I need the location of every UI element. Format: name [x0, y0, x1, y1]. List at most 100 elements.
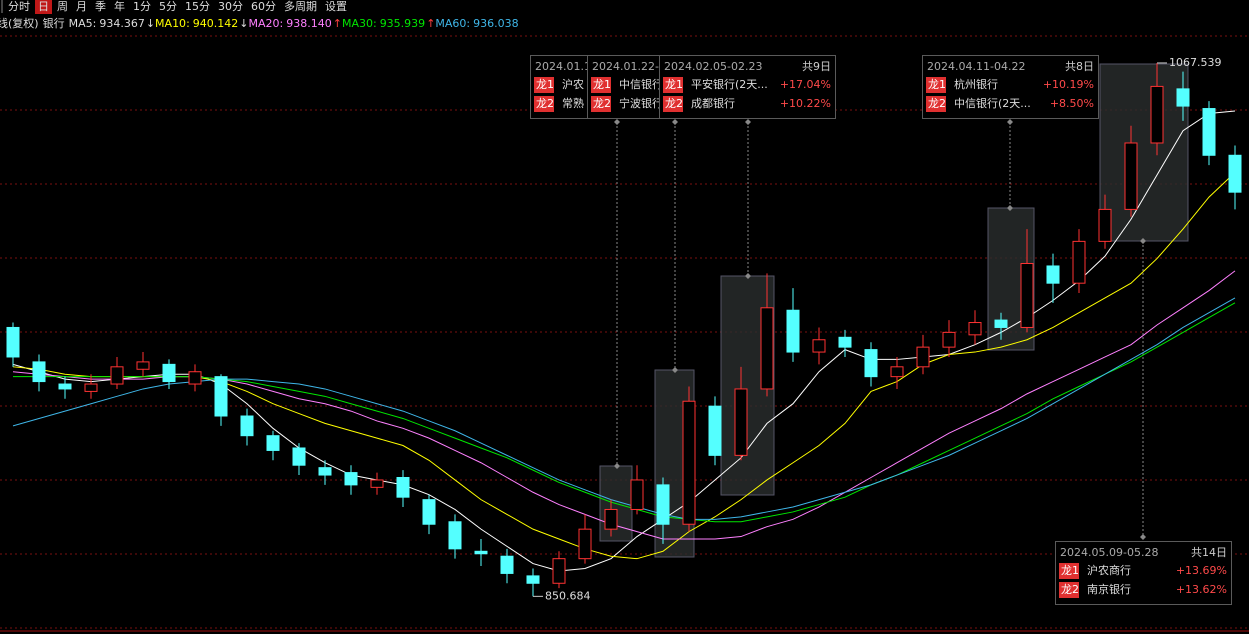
- candle-body: [630, 479, 644, 510]
- stock-name: 中信银行(2天...: [954, 96, 1031, 110]
- popup-header: 2024.01.1: [535, 60, 591, 73]
- tab[interactable]: 30分: [218, 0, 243, 13]
- tab[interactable]: 多周期: [284, 0, 317, 13]
- tab[interactable]: 15分: [185, 0, 210, 13]
- connector-dot: [672, 367, 678, 373]
- legend-name: MA60: [435, 17, 466, 30]
- candle-body: [734, 388, 748, 456]
- candle-body: [1150, 85, 1164, 144]
- legend-value: 938.140: [286, 17, 332, 30]
- candle-body: [994, 319, 1008, 328]
- rank: 龙2: [665, 97, 683, 110]
- pct: +10.19%: [1043, 78, 1094, 91]
- candle-body: [448, 521, 462, 550]
- rank-badge: [1059, 563, 1079, 579]
- rank: 龙2: [593, 97, 611, 110]
- highlight-box: [1099, 63, 1189, 242]
- legend-value: 940.142: [193, 17, 239, 30]
- stock-name: 中信银行: [619, 77, 663, 91]
- candle-body: [500, 555, 514, 574]
- rank: 龙2: [536, 97, 554, 110]
- candle-body: [84, 383, 98, 392]
- stock-name: 平安银行(2天...: [691, 77, 768, 91]
- candle-body: [214, 376, 228, 417]
- rank-badge: [663, 96, 683, 112]
- popup-bg: [1055, 541, 1232, 605]
- ma-arrow: ↓: [239, 17, 248, 30]
- tab[interactable]: 年: [114, 0, 125, 13]
- candle-body: [890, 366, 904, 378]
- chart-title: 日线(复权): [0, 16, 39, 30]
- candle-body: [1228, 154, 1242, 193]
- tab[interactable]: 1分: [133, 0, 151, 13]
- tab[interactable]: 60分: [251, 0, 276, 13]
- rank-badge: [926, 77, 946, 93]
- tab[interactable]: 分时: [8, 0, 30, 13]
- tab[interactable]: 5分: [159, 0, 177, 13]
- rank: 龙1: [593, 78, 611, 91]
- popup-header: 2024.01.22-0: [592, 60, 666, 73]
- tab[interactable]: 周: [57, 0, 68, 13]
- candle-body: [1202, 108, 1216, 156]
- stock-name: 沪农: [562, 77, 584, 91]
- popup-days: 共9日: [802, 60, 831, 73]
- tab-bg: [35, 0, 52, 14]
- connector-dot: [745, 119, 751, 125]
- connector-dot: [1007, 119, 1013, 125]
- high-label: 1067.539: [1169, 56, 1222, 69]
- stock-name: 成都银行: [691, 96, 735, 110]
- ma-arrow: ↓: [146, 17, 155, 30]
- rank-badge: [591, 77, 611, 93]
- popup-bg: [659, 55, 836, 119]
- legend-name: MA10: [155, 17, 186, 30]
- candle-body: [526, 575, 540, 584]
- candle-body: [266, 435, 280, 451]
- stock-name: 南京银行: [1087, 582, 1131, 596]
- ma-arrow: ↑: [426, 17, 435, 30]
- connector-dot: [745, 273, 751, 279]
- connector-dot: [614, 463, 620, 469]
- stock-name: 沪农商行: [1087, 563, 1131, 577]
- rank: 龙1: [665, 78, 683, 91]
- connector-dot: [672, 119, 678, 125]
- candle-body: [916, 346, 930, 368]
- candle-body: [370, 479, 384, 488]
- candle-body: [240, 415, 254, 437]
- tab[interactable]: 季: [95, 0, 106, 13]
- candle-body: [318, 467, 332, 476]
- rank: 龙2: [1061, 583, 1079, 596]
- rank-badge: [926, 96, 946, 112]
- candle-body: [162, 363, 176, 383]
- connector-dot: [1007, 205, 1013, 211]
- candle-body: [1072, 240, 1086, 284]
- legend-sep: :: [280, 17, 284, 30]
- tab[interactable]: 设置: [325, 0, 347, 13]
- candle-body: [864, 349, 878, 378]
- candle-body: [708, 405, 722, 456]
- legend-value: 935.939: [380, 17, 426, 30]
- candle-body: [1176, 88, 1190, 107]
- tab[interactable]: 日: [38, 0, 49, 13]
- legend-value: 936.038: [473, 17, 519, 30]
- chart-subtitle: 银行: [43, 16, 65, 30]
- tab[interactable]: 月: [76, 0, 87, 13]
- rank: 龙1: [536, 78, 554, 91]
- legend-sep: :: [93, 17, 97, 30]
- candle-body: [812, 339, 826, 353]
- legend-sep: :: [466, 17, 470, 30]
- candle-body: [786, 309, 800, 353]
- connector-dot: [1140, 534, 1146, 540]
- candle-body: [760, 307, 774, 390]
- rank-badge: [534, 96, 554, 112]
- ma-arrow: ↑: [333, 17, 342, 30]
- candle-body: [682, 400, 696, 525]
- candle-body: [110, 366, 124, 385]
- candle-body: [552, 558, 566, 584]
- legend-name: MA5: [69, 17, 93, 30]
